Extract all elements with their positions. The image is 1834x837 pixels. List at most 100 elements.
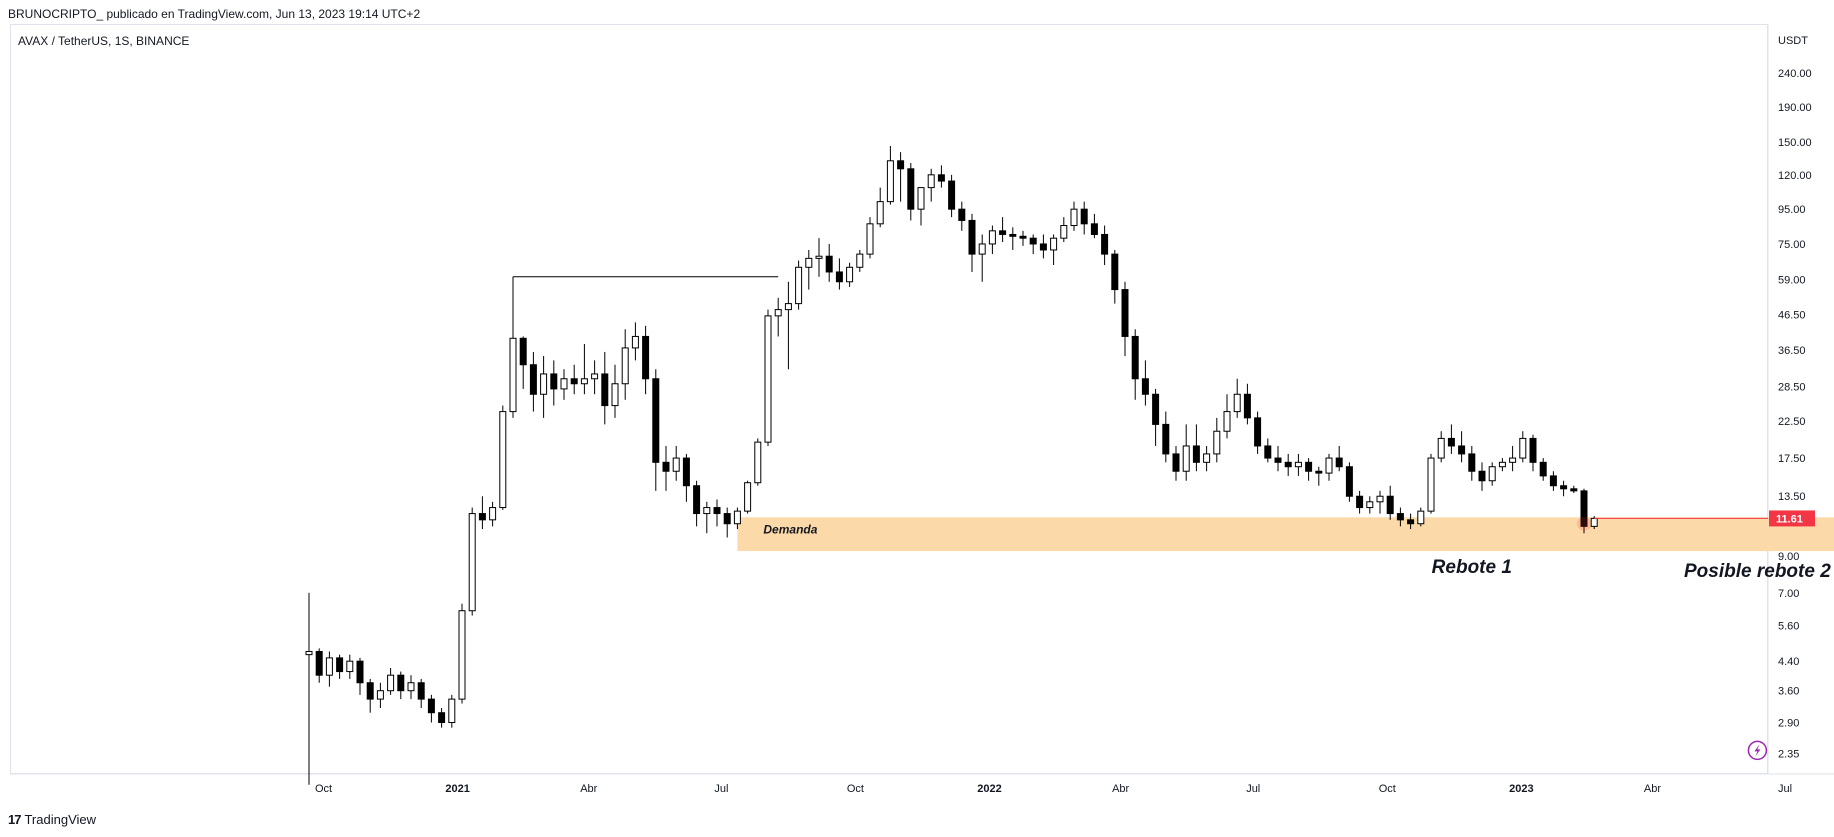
candle-body bbox=[1417, 510, 1425, 525]
candle-body bbox=[774, 309, 782, 317]
price-tick-label: 2.35 bbox=[1778, 748, 1799, 760]
demand-zone bbox=[737, 517, 1834, 552]
candle-body bbox=[825, 255, 833, 273]
candle-body bbox=[1060, 225, 1068, 239]
time-tick-label: Jul bbox=[714, 783, 728, 795]
candle-body bbox=[927, 174, 935, 189]
candle-body bbox=[733, 510, 741, 525]
time-tick-label: Abr bbox=[1644, 783, 1661, 795]
candle-body bbox=[1366, 501, 1374, 509]
candle-body bbox=[1111, 253, 1119, 291]
candle-body bbox=[580, 378, 588, 385]
candle-body bbox=[1162, 423, 1170, 455]
candle-body bbox=[764, 315, 772, 443]
candle-body bbox=[336, 657, 344, 673]
candle-body bbox=[417, 682, 425, 700]
candle-body bbox=[682, 457, 690, 487]
candle-body bbox=[937, 174, 945, 182]
candle-body bbox=[1335, 457, 1343, 468]
candle-body bbox=[1539, 461, 1547, 477]
candle-body bbox=[1488, 466, 1496, 482]
candle-body bbox=[1325, 457, 1333, 474]
candle-body bbox=[1131, 335, 1139, 380]
candle-body bbox=[1090, 223, 1098, 235]
candle-body bbox=[448, 698, 456, 724]
candle-body bbox=[1478, 470, 1486, 482]
candle-body bbox=[1121, 289, 1129, 337]
price-tick-label: 2.90 bbox=[1778, 718, 1799, 730]
candle-body bbox=[999, 230, 1007, 235]
price-tick-label: 17.50 bbox=[1778, 453, 1806, 465]
candle-body bbox=[631, 335, 639, 349]
candle-body bbox=[846, 266, 854, 283]
price-tick-label: 75.00 bbox=[1778, 239, 1806, 251]
candle-body bbox=[693, 485, 701, 515]
candle-body bbox=[550, 373, 558, 390]
candle-body bbox=[438, 712, 446, 724]
last-price-label: 11.61 bbox=[1776, 513, 1803, 525]
candle-body bbox=[1182, 445, 1190, 472]
candle-body bbox=[407, 682, 415, 692]
price-tick-label: 120.00 bbox=[1778, 170, 1812, 182]
candle-body bbox=[784, 303, 792, 311]
candle-body bbox=[1019, 235, 1027, 239]
candle-body bbox=[499, 411, 507, 509]
candle-body bbox=[1294, 461, 1302, 468]
candle-body bbox=[529, 364, 537, 395]
price-tick-label: 59.00 bbox=[1778, 274, 1806, 286]
price-tick-label: 240.00 bbox=[1778, 68, 1812, 80]
candle-body bbox=[1070, 208, 1078, 227]
candle-body bbox=[1560, 485, 1568, 490]
time-tick-label: Oct bbox=[847, 783, 864, 795]
candle-body bbox=[1039, 243, 1047, 251]
candle-body bbox=[611, 383, 619, 407]
candle-body bbox=[1274, 457, 1282, 463]
symbol-info[interactable]: AVAX / TetherUS, 1S, BINANCE bbox=[18, 34, 190, 48]
time-tick-label: Jul bbox=[1246, 783, 1260, 795]
time-tick-label: Abr bbox=[580, 783, 597, 795]
candle-body bbox=[458, 610, 466, 700]
candle-body bbox=[1213, 430, 1221, 455]
candle-body bbox=[1519, 437, 1527, 459]
candle-body bbox=[835, 271, 843, 283]
candle-body bbox=[1447, 437, 1455, 447]
candle-body bbox=[560, 378, 568, 390]
candle-body bbox=[468, 513, 476, 612]
time-tick-label: 2021 bbox=[445, 783, 469, 795]
candle-body bbox=[1376, 495, 1384, 503]
candle-body bbox=[1396, 513, 1404, 521]
candle-body bbox=[642, 335, 650, 380]
time-tick-label: Jul bbox=[1778, 783, 1792, 795]
candle-body bbox=[1101, 233, 1109, 255]
candle-body bbox=[1080, 208, 1088, 225]
candle-body bbox=[1570, 488, 1578, 492]
candle-body bbox=[356, 660, 364, 684]
time-tick-label: 2022 bbox=[977, 783, 1001, 795]
tradingview-logo-icon: 17 bbox=[8, 812, 22, 827]
footer-brand[interactable]: 17 TradingView bbox=[8, 812, 96, 827]
candle-body bbox=[672, 457, 680, 472]
candle-body bbox=[1529, 437, 1537, 463]
candle-body bbox=[876, 201, 884, 225]
candle-body bbox=[1468, 453, 1476, 472]
candle-body bbox=[601, 373, 609, 407]
candle-body bbox=[621, 347, 629, 385]
candle-body bbox=[325, 657, 333, 676]
candle-body bbox=[1029, 237, 1037, 245]
candle-body bbox=[1498, 461, 1506, 468]
price-tick-label: 3.60 bbox=[1778, 686, 1799, 698]
candle-body bbox=[652, 378, 660, 463]
candle-body bbox=[815, 255, 823, 259]
candle-body bbox=[1345, 466, 1353, 497]
price-tick-label: 7.00 bbox=[1778, 588, 1799, 600]
price-tick-label: 46.50 bbox=[1778, 309, 1806, 321]
candle-body bbox=[1315, 470, 1323, 474]
candle-body bbox=[397, 674, 405, 692]
candle-body bbox=[968, 219, 976, 255]
candle-body bbox=[978, 243, 986, 255]
price-tick-label: 4.40 bbox=[1778, 656, 1799, 668]
candle-body bbox=[1458, 445, 1466, 455]
candle-body bbox=[1141, 378, 1149, 395]
candle-body bbox=[305, 650, 313, 656]
